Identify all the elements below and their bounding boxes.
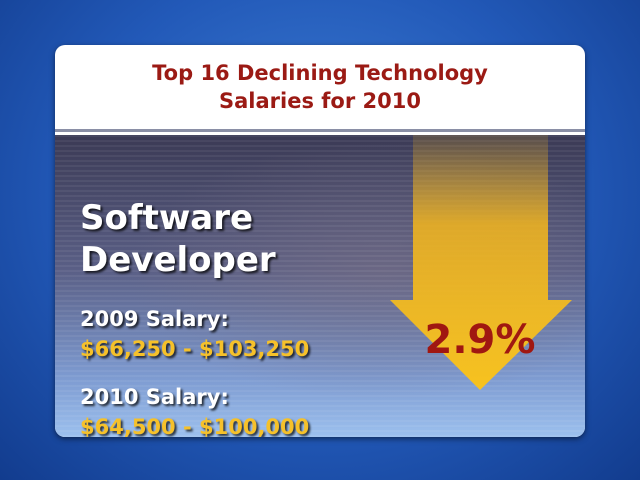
salary-label: 2009 Salary: [80,307,229,331]
header: Top 16 Declining Technology Salaries for… [55,45,585,129]
separator [55,129,585,132]
salary-range: $66,250 - $103,250 [80,337,310,361]
salary-range: $64,500 - $100,000 [80,415,310,437]
card: Top 16 Declining Technology Salaries for… [55,45,585,437]
job-title: Software Developer [80,198,276,280]
photo-panel: Software Developer 2009 Salary: $66,250 … [55,135,585,437]
salary-label: 2010 Salary: [80,385,229,409]
change-label: 2.9% [424,317,536,363]
down-arrow [390,135,572,390]
title: Top 16 Declining Technology Salaries for… [152,61,488,113]
